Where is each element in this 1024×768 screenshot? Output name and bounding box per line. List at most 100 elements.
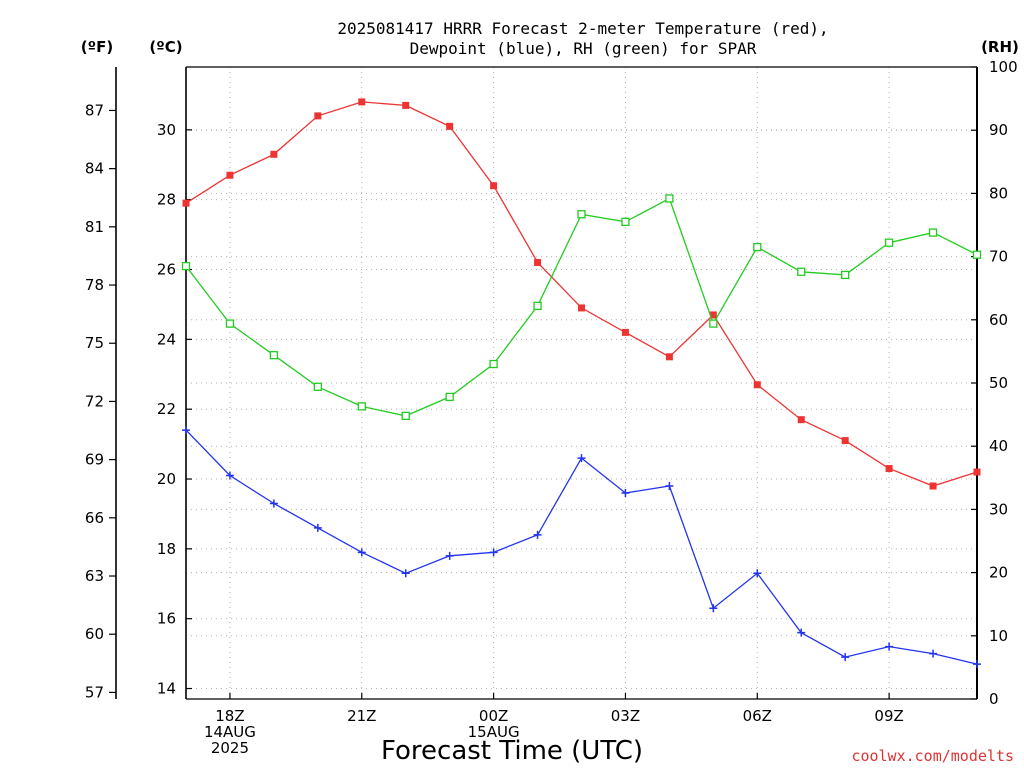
fahrenheit-tick-label: 72 — [85, 392, 104, 410]
temperature-point — [314, 112, 322, 120]
dewpoint-point — [533, 530, 542, 539]
rh-tick-label: 40 — [989, 437, 1008, 455]
rh-point — [313, 382, 322, 391]
rh-unit-label: (RH) — [981, 38, 1019, 56]
dewpoint-point — [313, 523, 322, 532]
x-tick-label: 21Z — [347, 707, 376, 725]
x-tick-label: 14AUG — [204, 723, 256, 741]
temperature-point — [929, 482, 937, 490]
dewpoint-point — [401, 569, 410, 578]
x-axis-title: Forecast Time (UTC) — [381, 736, 643, 766]
series-dewpoint — [182, 426, 981, 669]
celsius-tick-label: 24 — [157, 330, 176, 348]
x-tick-label: 03Z — [611, 707, 640, 725]
temperature-point — [665, 353, 673, 361]
rh-tick-label: 30 — [989, 500, 1008, 518]
temperature-point — [578, 304, 585, 312]
dewpoint-point — [709, 604, 718, 613]
fahrenheit-tick-label: 81 — [85, 218, 104, 236]
rh-tick-label: 80 — [989, 184, 1008, 202]
celsius-tick-label: 20 — [157, 470, 176, 488]
credit-text: coolwx.com/modelts — [851, 747, 1014, 765]
rh-tick-label: 90 — [989, 121, 1008, 139]
x-tick-label: 00Z — [479, 707, 508, 725]
dewpoint-point — [182, 426, 190, 435]
rh-point — [841, 270, 850, 280]
dewpoint-point — [577, 454, 586, 463]
rh-point — [225, 319, 235, 328]
fahrenheit-tick-label: 87 — [85, 101, 104, 119]
dewpoint-point — [929, 649, 938, 658]
rh-point — [577, 210, 586, 219]
temperature-point — [885, 465, 893, 473]
rh-point — [797, 267, 806, 276]
temperature-point — [753, 381, 761, 389]
celsius-tick-label: 16 — [157, 610, 176, 628]
dewpoint-point — [841, 653, 850, 662]
grid-lines — [186, 67, 977, 699]
dewpoint-line — [185, 429, 978, 665]
temperature-point — [358, 98, 366, 106]
dewpoint-point — [973, 660, 981, 669]
temperature-point — [621, 328, 629, 336]
rh-tick-label: 100 — [989, 58, 1018, 76]
data-series — [181, 98, 982, 669]
rh-tick-label: 0 — [989, 690, 999, 708]
dewpoint-point — [753, 569, 762, 578]
x-tick-label: 09Z — [874, 707, 903, 725]
celsius-tick-label: 14 — [157, 680, 176, 698]
celsius-tick-label: 22 — [157, 400, 176, 418]
fahrenheit-tick-label: 84 — [85, 160, 104, 178]
rh-point — [709, 319, 718, 328]
rh-point — [401, 411, 410, 421]
rh-tick-label: 70 — [989, 248, 1008, 266]
rh-point — [445, 392, 454, 402]
celsius-tick-label: 18 — [157, 540, 176, 558]
fahrenheit-tick-label: 75 — [85, 334, 104, 352]
x-tick-label: 15AUG — [468, 723, 520, 741]
dewpoint-point — [665, 482, 674, 491]
temperature-point — [270, 150, 278, 158]
dewpoint-point — [225, 471, 234, 480]
fahrenheit-tick-label: 57 — [85, 683, 104, 701]
fahrenheit-tick-label: 60 — [85, 625, 104, 643]
celsius-tick-label: 30 — [157, 121, 176, 139]
temperature-point — [490, 182, 498, 190]
celsius-tick-label: 28 — [157, 191, 176, 209]
rh-point — [928, 228, 938, 237]
fahrenheit-tick-label: 63 — [85, 567, 104, 585]
temperature-point — [402, 101, 410, 109]
celsius-tick-label: 26 — [157, 261, 176, 279]
series-rh — [181, 194, 982, 421]
chart-title-line2: Dewpoint (blue), RH (green) for SPAR — [410, 39, 757, 58]
temperature-point — [226, 171, 234, 179]
dewpoint-point — [885, 642, 894, 651]
chart-title-line1: 2025081417 HRRR Forecast 2-meter Tempera… — [337, 19, 828, 38]
temperature-point — [973, 468, 981, 476]
temperature-point — [182, 199, 190, 207]
temperature-point — [797, 416, 805, 424]
fahrenheit-tick-label: 78 — [85, 276, 104, 294]
rh-point — [181, 261, 191, 271]
temperature-point — [841, 437, 849, 445]
rh-point — [665, 194, 674, 203]
dewpoint-point — [357, 548, 366, 557]
rh-point — [621, 217, 630, 226]
temperature-line — [185, 101, 978, 487]
rh-point — [884, 238, 894, 247]
dewpoint-point — [621, 488, 630, 497]
x-tick-label: 2025 — [211, 739, 249, 757]
fahrenheit-tick-label: 69 — [85, 451, 104, 469]
rh-point — [753, 242, 762, 252]
x-tick-label: 18Z — [215, 707, 244, 725]
dewpoint-point — [489, 548, 498, 557]
dewpoint-point — [269, 499, 278, 508]
x-tick-label: 06Z — [743, 707, 772, 725]
rh-point — [972, 250, 982, 259]
rh-tick-label: 50 — [989, 374, 1008, 392]
fahrenheit-tick-label: 66 — [85, 509, 104, 527]
rh-point — [533, 301, 542, 311]
rh-tick-label: 60 — [989, 311, 1008, 329]
temperature-point — [446, 122, 454, 130]
